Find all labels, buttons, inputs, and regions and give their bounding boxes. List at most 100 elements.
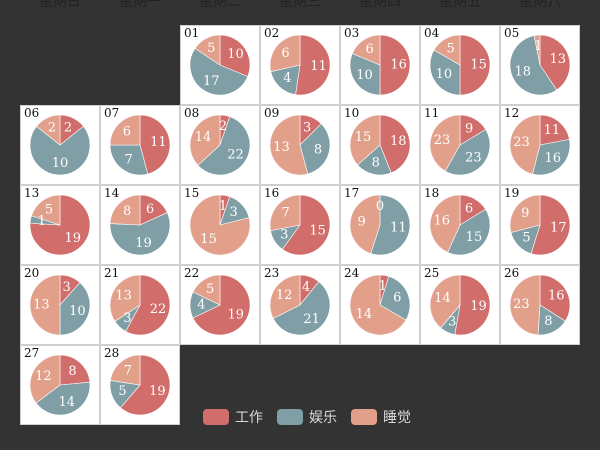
slice-label: 8 (372, 156, 380, 171)
pie-slice-sleep[interactable] (36, 114, 61, 146)
day-cell: 19 1 5 13 (20, 185, 100, 265)
pie-slice-sleep[interactable] (533, 34, 541, 66)
pie-slice-fun[interactable] (59, 282, 91, 336)
pie-slice-fun[interactable] (197, 116, 251, 176)
slice-label: 10 (356, 68, 373, 83)
weekday-label: 星期六 (519, 0, 561, 10)
pie-slice-fun[interactable] (299, 123, 331, 175)
pie-slice-sleep[interactable] (269, 274, 301, 319)
pie-slice-work[interactable] (125, 274, 171, 336)
pie-slice-work[interactable] (139, 114, 171, 175)
pie-slice-sleep[interactable] (189, 114, 221, 166)
pie-slice-fun[interactable] (272, 281, 331, 336)
pie-slice-fun[interactable] (447, 208, 491, 256)
day-number: 01 (184, 26, 200, 40)
pie-slice-work[interactable] (539, 34, 571, 91)
pie-slice-sleep[interactable] (269, 114, 309, 176)
legend-item-sleep[interactable]: 睡觉 (351, 407, 411, 427)
slice-label: 18 (390, 134, 407, 149)
pie-slice-work[interactable] (379, 34, 411, 96)
pie-slice-work[interactable] (281, 194, 331, 256)
pie-slice-sleep[interactable] (31, 194, 61, 226)
day-number: 07 (104, 106, 120, 120)
pie-slice-sleep[interactable] (109, 114, 141, 146)
pie-slice-sleep[interactable] (29, 354, 61, 404)
pie-slice-sleep[interactable] (351, 34, 381, 66)
day-pie: 6 19 8 (109, 194, 171, 256)
pie-slice-fun[interactable] (429, 49, 461, 96)
pie-slice-sleep[interactable] (194, 34, 221, 66)
slice-label: 7 (282, 206, 290, 221)
pie-slice-sleep[interactable] (349, 274, 407, 336)
day-cell: 22 3 13 21 (100, 265, 180, 345)
pie-slice-sleep[interactable] (109, 194, 141, 226)
pie-slice-fun[interactable] (109, 144, 149, 176)
day-number: 16 (264, 186, 280, 200)
pie-slice-sleep[interactable] (29, 274, 61, 336)
pie-slice-work[interactable] (379, 114, 411, 174)
slice-label: 10 (227, 47, 244, 62)
day-cell: 18 8 15 10 (340, 105, 420, 185)
pie-slice-fun[interactable] (349, 53, 381, 96)
legend-swatch-sleep (351, 409, 377, 425)
pie-slice-fun[interactable] (357, 144, 392, 176)
pie-slice-fun[interactable] (444, 129, 491, 176)
pie-slice-fun[interactable] (509, 35, 558, 96)
pie-slice-work[interactable] (454, 274, 491, 336)
day-number: 12 (504, 106, 520, 120)
pie-slice-work[interactable] (539, 114, 570, 146)
pie-slice-fun[interactable] (109, 212, 171, 256)
pie-slice-sleep[interactable] (349, 114, 381, 166)
pie-slice-work[interactable] (59, 354, 91, 386)
slice-label: 8 (68, 364, 76, 379)
pie-slice-work[interactable] (120, 354, 171, 416)
slice-label: 11 (544, 123, 561, 138)
legend-item-fun[interactable]: 娱乐 (277, 407, 337, 427)
pie-slice-work[interactable] (530, 194, 571, 256)
pie-slice-sleep[interactable] (429, 274, 461, 329)
pie-slice-sleep[interactable] (189, 194, 251, 256)
pie-slice-sleep[interactable] (109, 274, 141, 322)
pie-slice-sleep[interactable] (269, 194, 301, 231)
pie-slice-sleep[interactable] (433, 34, 461, 66)
pie-slice-sleep[interactable] (509, 274, 541, 336)
pie-slice-work[interactable] (192, 274, 251, 336)
slice-label: 15 (355, 130, 372, 145)
day-cell: 15 10 5 04 (420, 25, 500, 105)
pie-slice-work[interactable] (459, 34, 491, 96)
slice-label: 23 (465, 150, 482, 165)
pie-slice-sleep[interactable] (269, 34, 301, 73)
pie-slice-sleep[interactable] (509, 194, 541, 233)
pie-slice-fun[interactable] (189, 47, 249, 96)
pie-slice-work[interactable] (295, 34, 331, 96)
legend-item-work[interactable]: 工作 (203, 407, 263, 427)
day-number: 18 (424, 186, 440, 200)
pie-slice-work[interactable] (219, 34, 251, 77)
pie-slice-sleep[interactable] (349, 194, 381, 254)
day-pie: 19 3 14 (429, 274, 491, 336)
day-pie: 15 10 5 (429, 34, 491, 96)
pie-slice-sleep[interactable] (110, 354, 141, 386)
pie-slice-sleep[interactable] (509, 114, 541, 175)
pie-slice-sleep[interactable] (192, 274, 221, 306)
pie-slice-sleep[interactable] (429, 114, 461, 172)
day-pie: 1 3 15 (189, 194, 251, 256)
pie-slice-fun[interactable] (35, 381, 91, 416)
slice-label: 7 (124, 363, 132, 378)
day-cell: 10 17 5 01 (180, 25, 260, 105)
pie-slice-sleep[interactable] (429, 194, 461, 253)
day-pie: 10 17 5 (189, 34, 251, 96)
slice-label: 11 (150, 135, 167, 150)
pie-slice-fun[interactable] (29, 125, 91, 176)
slice-label: 22 (227, 148, 244, 163)
day-cell: 3 10 13 20 (20, 265, 100, 345)
day-cell: 8 14 12 27 (20, 345, 100, 425)
pie-slice-fun[interactable] (532, 139, 571, 176)
day-cell: 4 21 12 23 (260, 265, 340, 345)
day-cell: 1 3 15 15 (180, 185, 260, 265)
pie-slice-fun[interactable] (370, 194, 411, 256)
day-pie: 8 14 12 (29, 354, 91, 416)
day-cell: 2 10 2 06 (20, 105, 100, 185)
